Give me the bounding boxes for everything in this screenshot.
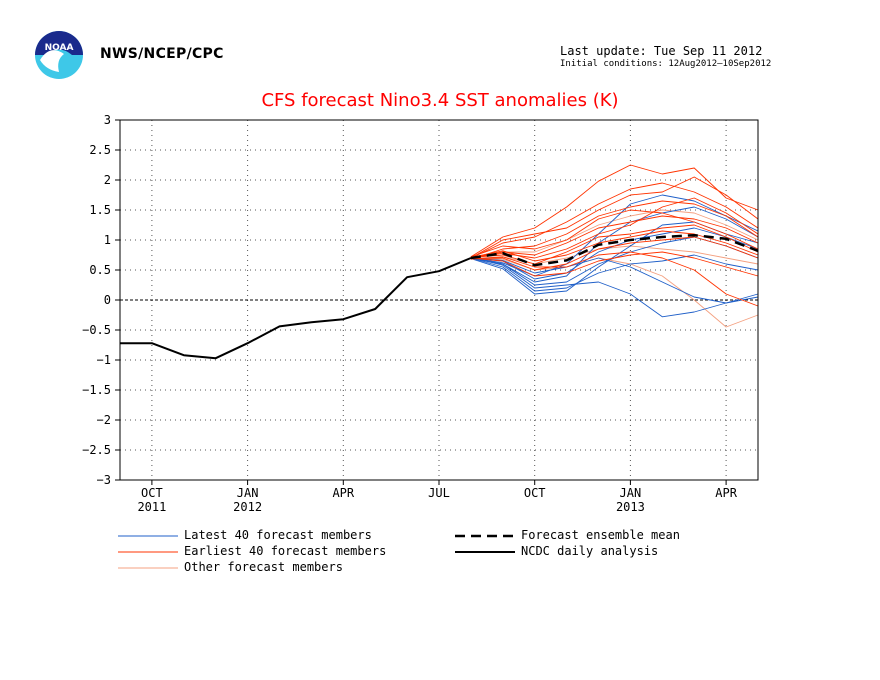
earliest-member-line <box>470 215 759 259</box>
y-tick-label: 0 <box>104 293 111 307</box>
other-member-line <box>470 209 759 258</box>
y-tick-label: −3 <box>97 473 111 487</box>
y-tick-label: 1.5 <box>89 203 111 217</box>
earliest-member-line <box>470 164 759 258</box>
y-tick-label: 1 <box>104 233 111 247</box>
svg-text:NOAA: NOAA <box>45 43 74 53</box>
chart-title: CFS forecast Nino3.4 SST anomalies (K) <box>261 90 619 111</box>
x-tick-year-label: 2012 <box>233 500 262 514</box>
latest-member-line <box>470 257 759 304</box>
x-tick-year-label: 2013 <box>616 500 645 514</box>
x-tick-label: JAN <box>237 486 259 500</box>
y-tick-label: −0.5 <box>82 323 111 337</box>
y-tick-label: 3 <box>104 113 111 127</box>
ncdc-analysis-line <box>120 257 472 360</box>
noaa-logo-icon: NOAA <box>34 30 84 80</box>
last-update-label: Last update: Tue Sep 11 2012 <box>560 44 763 58</box>
plot-frame <box>119 119 759 481</box>
earliest-member-line <box>470 236 759 271</box>
legend-label-mean: Forecast ensemble mean <box>521 528 680 542</box>
initial-conditions-label: Initial conditions: 12Aug2012–10Sep2012 <box>560 59 772 69</box>
latest-member-line <box>470 194 759 277</box>
x-tick-label: APR <box>332 486 354 500</box>
y-tick-label: 0.5 <box>89 263 111 277</box>
earliest-member-line <box>470 197 759 259</box>
latest-member-line <box>470 254 759 292</box>
earliest-member-line <box>470 230 759 262</box>
y-tick-label: 2 <box>104 173 111 187</box>
y-tick-label: 2.5 <box>89 143 111 157</box>
y-tick-label: −1 <box>97 353 111 367</box>
earliest-member-line <box>470 176 759 259</box>
other-member-line <box>470 257 759 328</box>
latest-member-line <box>470 256 759 318</box>
x-tick-label: JUL <box>428 486 450 500</box>
x-tick-label: OCT <box>141 486 163 500</box>
earliest-member-line <box>470 209 759 258</box>
earliest-member-line <box>470 251 759 307</box>
y-tick-label: −1.5 <box>82 383 111 397</box>
legend-label-analysis: NCDC daily analysis <box>521 544 659 558</box>
x-tick-label: JAN <box>620 486 642 500</box>
x-tick-label: OCT <box>524 486 546 500</box>
latest-member-line <box>470 206 759 283</box>
x-tick-year-label: 2011 <box>137 500 166 514</box>
earliest-member-line <box>470 182 759 259</box>
y-tick-label: −2 <box>97 413 111 427</box>
legend-label-earliest: Earliest 40 forecast members <box>184 544 387 558</box>
agency-label: NWS/NCEP/CPC <box>100 46 224 62</box>
legend-label-latest: Latest 40 forecast members <box>184 528 372 542</box>
earliest-member-line <box>470 251 759 277</box>
ensemble-mean-line <box>470 233 759 267</box>
y-tick-label: −2.5 <box>82 443 111 457</box>
x-tick-label: APR <box>715 486 737 500</box>
legend-label-other: Other forecast members <box>184 560 343 574</box>
